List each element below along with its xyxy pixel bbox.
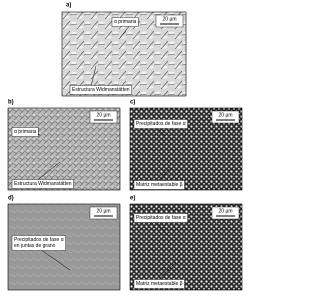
annotation: Precipitados de fase α	[133, 213, 188, 237]
annotation: Matriz metaestable β	[133, 261, 185, 289]
annotation-text: en juntas de grano	[14, 243, 56, 249]
annotation-text: Matriz metaestable β	[136, 281, 183, 287]
annotation-box	[133, 279, 185, 289]
annotation-text: α primaria	[14, 129, 37, 135]
annotation: Precipitados de fase αen juntas de grano	[11, 235, 71, 271]
panel-label: d)	[8, 196, 14, 202]
annotation-box	[133, 119, 188, 129]
annotation: α primaria	[111, 17, 139, 39]
annotation: Estructura Widmanstätten	[69, 65, 132, 95]
annotation: Precipitados de fase α	[133, 119, 188, 137]
annotation-box	[133, 180, 185, 190]
annotation-box	[111, 17, 139, 27]
annotation-text: Precipitados de fase α	[136, 121, 186, 127]
annotation-box	[11, 127, 39, 137]
annotation-text: Matriz metaestable β	[136, 182, 183, 188]
panel-label: e)	[130, 196, 135, 202]
annotation-text: Estructura Widmanstätten	[72, 87, 130, 93]
annotation: Matriz metaestable β	[133, 167, 185, 190]
annotation-text: Precipitados de fase α	[14, 237, 64, 243]
annotation-text: Precipitados de fase α	[136, 215, 186, 221]
figure: a) 20 µm α primaria Estructura Widmanstätte…	[7, 3, 243, 291]
annotation-text: α primaria	[114, 19, 137, 25]
annotation-text: Estructura Widmanstätten	[14, 181, 72, 187]
panel-label: a)	[66, 3, 71, 9]
annotation: Estructura Widmanstätten	[11, 161, 74, 189]
annotation: α primaria	[11, 127, 41, 137]
scale-label: 20 µm	[219, 112, 233, 118]
panel-label: c)	[130, 100, 135, 106]
scale-label: 20 µm	[97, 208, 111, 214]
annotation-box	[133, 213, 188, 223]
scale-label: 20 µm	[97, 112, 111, 118]
scale-label: 20 µm	[219, 208, 233, 214]
panel-label: b)	[8, 100, 14, 106]
annotation-box	[11, 179, 74, 189]
scale-label: 20 µm	[163, 16, 177, 22]
annotation-box	[69, 85, 132, 95]
annotation-box	[11, 235, 66, 251]
